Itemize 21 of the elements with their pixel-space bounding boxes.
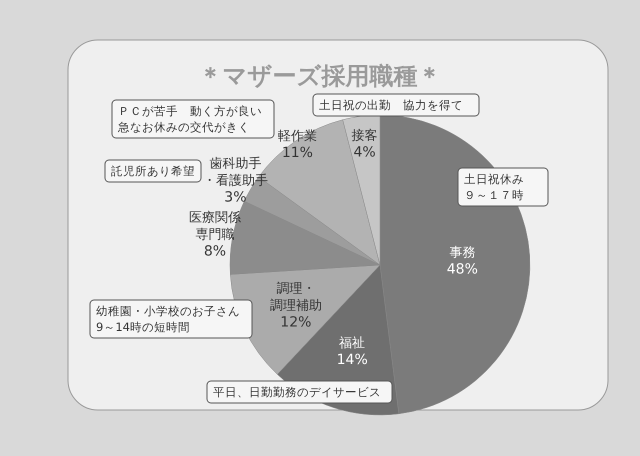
- data-label: 48%: [446, 261, 478, 278]
- data-label: 4%: [353, 144, 376, 160]
- slice-label: 軽作業: [278, 128, 317, 144]
- slice-label: 歯科助手・看護助手: [202, 156, 268, 188]
- text: ＰＣが苦手 動く方が良い急なお休みの交代がきく: [117, 104, 262, 134]
- slice-label: 事務: [449, 245, 476, 260]
- chart-title: ＊マザーズ採用職種＊: [198, 62, 442, 90]
- text: 土日祝休み９～１７時: [464, 172, 524, 202]
- data-label: 11%: [282, 144, 313, 161]
- data-label: 8%: [204, 244, 226, 260]
- slice-label: 調理・調理補助: [270, 282, 322, 314]
- slice-label: 接客: [352, 127, 378, 144]
- data-label: 14%: [336, 352, 368, 368]
- text: 土日祝の出勤 協力を得て: [319, 98, 463, 112]
- slice-label: 医療関係専門職: [188, 210, 241, 243]
- text: 託児所あり希望: [111, 164, 195, 178]
- text: 平日、日勤勤務のデイサービス: [213, 385, 381, 399]
- slice-label: 福祉: [339, 336, 366, 352]
- data-label: 3%: [224, 189, 247, 206]
- text: 幼稚園・小学校のお子さん9～14時の短時間: [96, 304, 240, 334]
- data-label: 12%: [280, 314, 312, 331]
